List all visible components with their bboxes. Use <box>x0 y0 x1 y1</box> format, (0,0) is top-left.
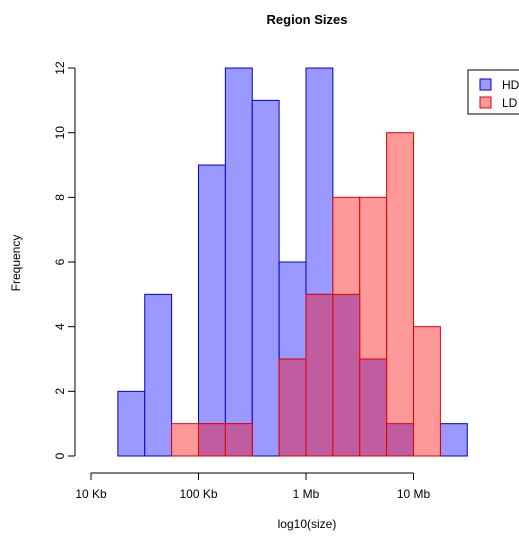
hd-bar <box>440 424 467 456</box>
y-tick-label: 0 <box>53 452 67 459</box>
overlap-bar <box>225 424 252 456</box>
legend-label-ld: LD <box>502 96 518 110</box>
hd-bar <box>199 165 226 456</box>
y-tick-label: 4 <box>53 323 67 330</box>
legend: HD LD <box>468 70 519 114</box>
hd-bar <box>118 391 145 456</box>
x-axis-label: log10(size) <box>278 517 337 531</box>
hd-bar <box>252 100 279 456</box>
legend-swatch-ld <box>480 97 491 108</box>
y-tick-label: 8 <box>53 194 67 201</box>
overlap-bar <box>279 359 306 456</box>
hd-bar <box>145 294 172 456</box>
x-axis: 10 Kb 100 Kb 1 Mb 10 Mb <box>75 473 430 501</box>
overlap-bar <box>387 424 414 456</box>
y-tick-label: 10 <box>53 126 67 140</box>
y-tick-label: 6 <box>53 258 67 265</box>
y-axis: 0 2 4 6 8 10 12 <box>53 61 75 459</box>
overlap-bar <box>360 359 387 456</box>
x-tick-label: 10 Mb <box>397 487 431 501</box>
y-axis-label: Frequency <box>9 235 23 292</box>
ld-bar <box>414 327 441 456</box>
overlap-bar <box>199 424 226 456</box>
legend-label-hd: HD <box>502 78 519 92</box>
hd-bar <box>225 68 252 456</box>
x-tick-label: 100 Kb <box>179 487 217 501</box>
ld-bar <box>172 424 199 456</box>
ld-bar <box>387 133 414 456</box>
x-tick-label: 10 Kb <box>75 487 107 501</box>
legend-swatch-hd <box>480 79 491 90</box>
overlap-bar <box>333 294 360 456</box>
overlap-bar <box>306 294 333 456</box>
y-tick-label: 2 <box>53 388 67 395</box>
y-tick-label: 12 <box>53 61 67 75</box>
chart-title: Region Sizes <box>267 12 348 27</box>
x-tick-label: 1 Mb <box>293 487 320 501</box>
